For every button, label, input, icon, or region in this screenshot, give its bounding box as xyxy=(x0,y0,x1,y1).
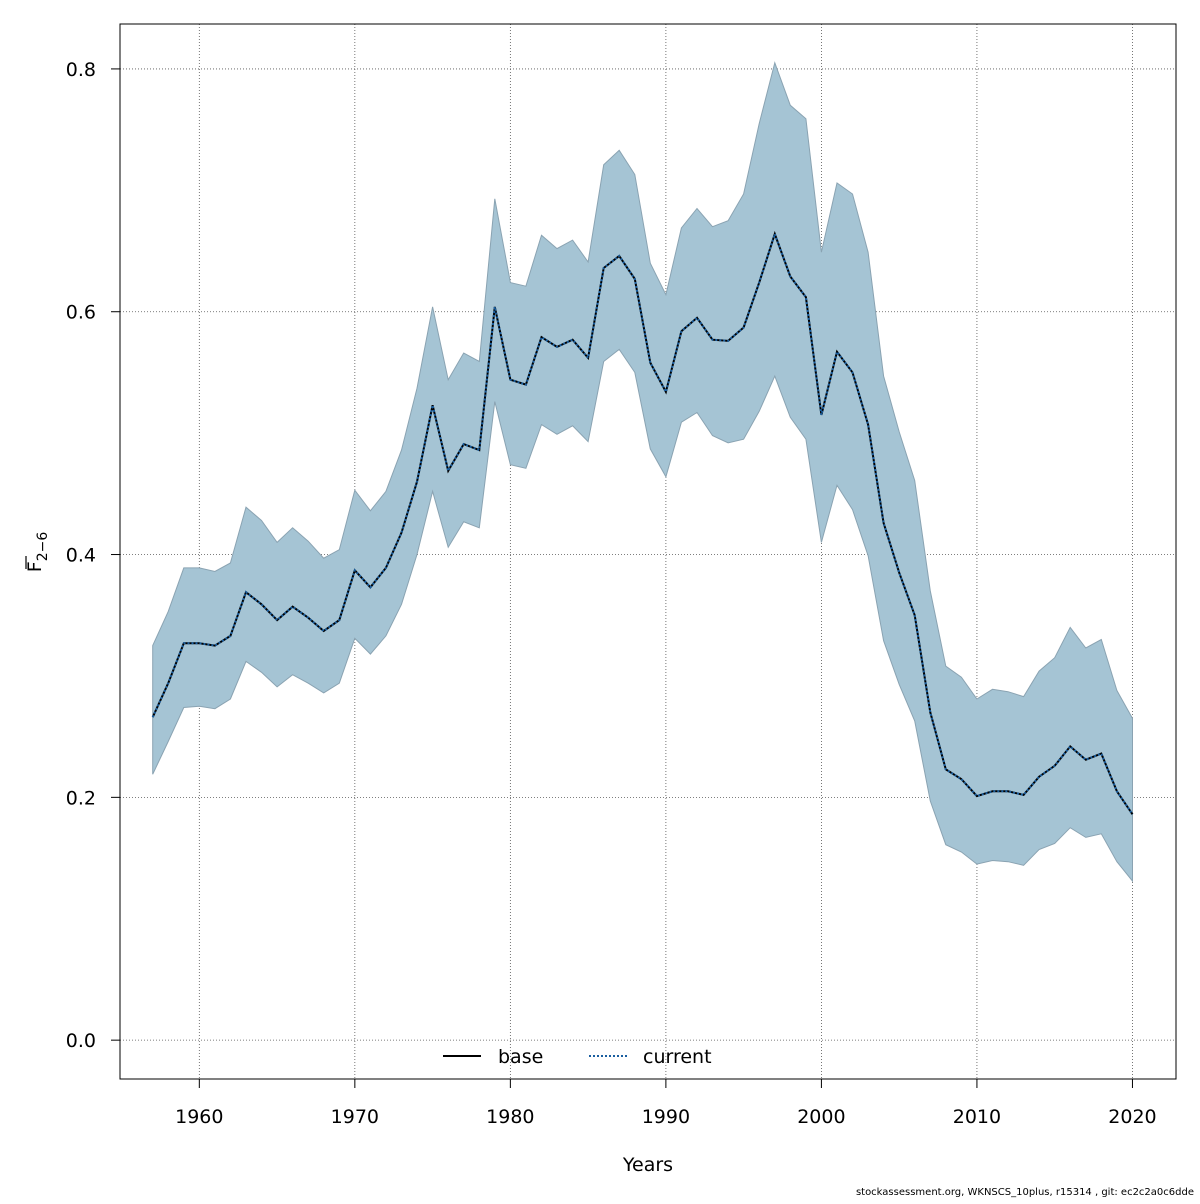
y-tick-label: 0.0 xyxy=(66,1030,96,1052)
confidence-band-area xyxy=(152,61,1133,883)
y-axis-label-sub: 2−6 xyxy=(35,532,51,562)
y-axis: 0.0 0.2 0.4 0.6 0.8 xyxy=(66,59,120,1052)
footer-caption: stockassessment.org, WKNSCS_10plus, r153… xyxy=(855,1187,1194,1198)
x-tick-label: 1970 xyxy=(331,1106,379,1128)
x-tick-label: 2020 xyxy=(1108,1106,1156,1128)
x-tick-label: 2010 xyxy=(953,1106,1001,1128)
x-tick-label: 1960 xyxy=(175,1106,223,1128)
y-axis-label: F2−6 xyxy=(24,532,51,573)
x-axis: 1960 1970 1980 1990 2000 2010 2020 xyxy=(175,1078,1157,1128)
legend: base current xyxy=(443,1046,712,1068)
y-tick-label: 0.4 xyxy=(66,545,96,567)
series-lines xyxy=(151,230,1134,815)
y-tick-label: 0.6 xyxy=(66,302,96,324)
x-axis-label: Years xyxy=(622,1154,673,1176)
legend-label-base: base xyxy=(498,1046,543,1068)
svg-text:F2−6: F2−6 xyxy=(24,532,51,573)
x-tick-label: 1990 xyxy=(642,1106,690,1128)
x-tick-label: 1980 xyxy=(486,1106,534,1128)
x-tick-label: 2000 xyxy=(797,1106,845,1128)
y-tick-label: 0.8 xyxy=(66,59,96,81)
confidence-band xyxy=(152,61,1133,883)
y-axis-label-base: F xyxy=(24,561,46,572)
series-line-base xyxy=(151,230,1134,815)
legend-label-current: current xyxy=(643,1046,712,1068)
y-tick-label: 0.2 xyxy=(66,787,96,809)
